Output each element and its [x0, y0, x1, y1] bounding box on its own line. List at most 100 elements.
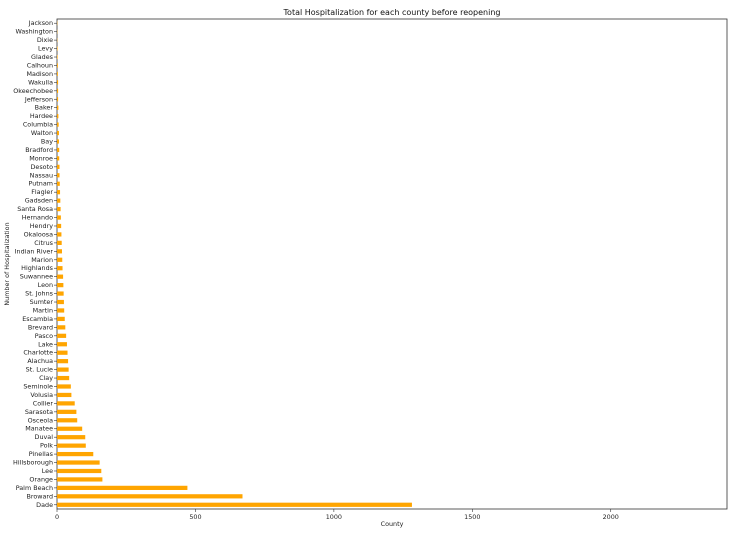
x-tick-label: 1000 [326, 513, 342, 521]
bar [57, 359, 69, 364]
category-label: Gadsden [25, 197, 53, 205]
category-label: Suwannee [20, 273, 53, 281]
category-label: Washington [15, 28, 53, 36]
bar [57, 198, 61, 203]
bar [57, 342, 67, 347]
bar [57, 147, 60, 153]
category-label: Calhoun [27, 61, 53, 69]
category-label: Okaloosa [24, 230, 53, 238]
bar [57, 283, 64, 288]
category-label: Clay [39, 374, 53, 382]
plot-area [56, 18, 728, 510]
category-label: Collier [33, 399, 54, 407]
category-label: Martin [33, 306, 53, 314]
bar [57, 173, 60, 178]
category-label: Hendry [30, 222, 53, 230]
category-label: Glades [31, 53, 54, 61]
category-label: Manatee [25, 425, 53, 433]
bar [57, 299, 64, 305]
x-tick-label: 1500 [464, 513, 480, 521]
bar [57, 392, 72, 398]
x-tick-label: 0 [55, 513, 59, 521]
bar [57, 333, 67, 338]
category-label: Brevard [28, 323, 53, 331]
category-label: Madison [26, 70, 53, 78]
bar [57, 266, 63, 271]
category-label: Baker [35, 104, 54, 112]
category-label: Orange [29, 475, 53, 483]
category-label: Indian River [15, 247, 54, 255]
category-label: Charlotte [23, 349, 53, 357]
bar [57, 418, 78, 423]
bar [57, 97, 59, 102]
bar [57, 477, 103, 482]
bar [57, 240, 62, 245]
bar [57, 443, 86, 448]
x-axis-ticks: 0 500 1000 1500 2000 [55, 509, 619, 521]
bar [57, 350, 68, 355]
plot-frame [56, 18, 728, 510]
category-label: Desoto [30, 163, 53, 171]
y-axis-title: Number of Hospitalization [3, 222, 11, 305]
bar [57, 88, 59, 93]
category-label: Volusia [30, 391, 53, 399]
bar [57, 409, 77, 414]
bar [57, 435, 86, 440]
bar [57, 274, 64, 279]
bars [57, 21, 412, 507]
category-label: Polk [40, 442, 53, 450]
category-label: Bay [41, 138, 53, 146]
chart-title: Total Hospitalization for each county be… [283, 8, 501, 17]
bar [57, 308, 65, 313]
category-label: Leon [38, 281, 53, 289]
bar [57, 494, 243, 499]
category-label: Duval [35, 433, 54, 441]
category-label: Marion [31, 256, 53, 264]
category-label: Sumter [30, 298, 54, 306]
bar [57, 451, 94, 457]
bar [57, 223, 62, 229]
category-label: Pinellas [29, 450, 54, 458]
category-label: Alachua [27, 357, 53, 365]
category-label: Levy [38, 45, 53, 53]
category-label: Hillsborough [13, 459, 53, 467]
bar [57, 215, 61, 220]
category-label: Jefferson [24, 95, 53, 103]
category-label: St. Lucie [26, 366, 53, 374]
bar [57, 114, 59, 119]
bar [57, 502, 412, 507]
x-tick-label: 2000 [603, 513, 619, 521]
x-axis-title: County [381, 520, 404, 528]
bar [57, 130, 59, 136]
bar [57, 257, 63, 262]
bar [57, 426, 83, 431]
bar [57, 485, 188, 490]
category-label: Wakulla [28, 78, 53, 86]
bar [57, 460, 100, 465]
bar [57, 190, 61, 195]
bar [57, 325, 66, 330]
category-label: Lake [38, 340, 53, 348]
bar [57, 375, 70, 381]
bar [57, 316, 65, 322]
bar [57, 46, 58, 51]
category-label: Nassau [30, 171, 53, 179]
category-label: Hardee [30, 112, 53, 120]
bar [57, 54, 58, 60]
bar [57, 63, 58, 68]
category-label: Hernando [22, 214, 53, 222]
bar [57, 122, 59, 127]
category-label: Okeechobee [13, 87, 53, 95]
category-label: Dixie [37, 36, 53, 44]
category-label: Jackson [28, 19, 53, 27]
category-label: Putnam [29, 180, 54, 188]
bar [57, 384, 71, 389]
category-label: Escambia [22, 315, 53, 323]
category-label: Seminole [23, 383, 53, 391]
category-label: Citrus [34, 239, 53, 247]
category-label: Palm Beach [16, 484, 53, 492]
bar [57, 367, 69, 372]
bar [57, 80, 59, 85]
bar [57, 468, 102, 474]
